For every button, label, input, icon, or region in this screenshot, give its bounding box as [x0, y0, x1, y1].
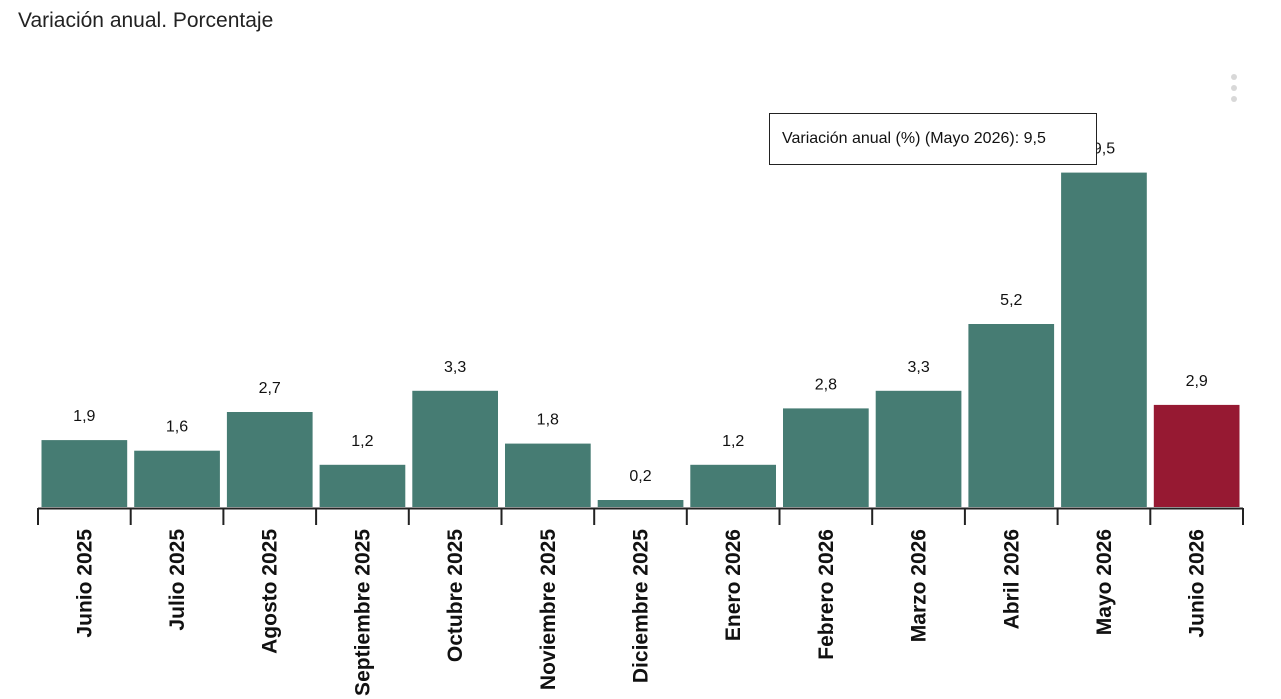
bar-febrero-2026[interactable]	[783, 408, 869, 507]
x-tick-label: Febrero 2026	[815, 529, 838, 660]
x-tick-labels-group: Junio 2025 Julio 2025 Agosto 2025 Septiembr…	[73, 529, 1208, 696]
x-tick-label: Noviembre 2025	[537, 529, 560, 690]
x-tick-label: Abril 2026	[1000, 529, 1023, 629]
bar-abril-2026[interactable]	[968, 324, 1055, 507]
value-label: 1,9	[73, 408, 95, 425]
bar-junio-2026[interactable]	[1153, 404, 1240, 507]
bar-junio-2025[interactable]	[41, 440, 128, 507]
value-label: 9,5	[1093, 141, 1115, 158]
value-label: 3,3	[907, 359, 929, 376]
x-tick-label: Enero 2026	[722, 529, 745, 641]
x-tick-label: Mayo 2026	[1093, 529, 1116, 635]
bar-enero-2026[interactable]	[690, 464, 776, 507]
value-labels-group: 1,9 1,6 2,7 1,2 3,3 1,8 0,2 1,2 2,8 3,3 5,2 9,5 2,9	[73, 141, 1208, 485]
bar-septiembre-2025[interactable]	[319, 464, 406, 507]
x-tick-label: Julio 2025	[166, 529, 189, 631]
bar-julio-2025[interactable]	[134, 450, 220, 507]
x-tick-label: Junio 2026	[1186, 529, 1209, 638]
value-label: 1,6	[166, 419, 188, 436]
kebab-menu-icon[interactable]	[1226, 72, 1242, 104]
x-axis	[37, 507, 1244, 525]
bars-group	[41, 172, 1240, 507]
value-label: 2,9	[1186, 373, 1208, 390]
bar-mayo-2026[interactable]	[1061, 172, 1147, 507]
bar-octubre-2025[interactable]	[412, 390, 498, 507]
value-label: 1,2	[722, 433, 744, 450]
value-label: 5,2	[1000, 292, 1022, 309]
value-label: 0,2	[629, 468, 651, 485]
bar-marzo-2026[interactable]	[875, 390, 962, 507]
x-tick-label: Diciembre 2025	[630, 529, 653, 683]
x-tick-label: Octubre 2025	[444, 529, 467, 662]
bar-diciembre-2025[interactable]	[597, 500, 684, 507]
value-label: 2,8	[815, 376, 837, 393]
bar-noviembre-2025[interactable]	[505, 443, 591, 507]
value-label: 2,7	[259, 380, 281, 397]
x-tick-label: Agosto 2025	[259, 529, 282, 654]
value-label: 3,3	[444, 359, 466, 376]
value-label: 1,2	[351, 433, 373, 450]
chart-subtitle: Variación anual. Porcentaje	[18, 9, 274, 32]
bar-agosto-2025[interactable]	[226, 412, 313, 507]
value-label: 1,8	[537, 412, 559, 429]
x-tick-label: Junio 2025	[73, 529, 96, 638]
x-tick-label: Septiembre 2025	[351, 529, 374, 696]
x-tick-label: Marzo 2026	[908, 529, 931, 642]
tooltip: Variación anual (%) (Mayo 2026): 9,5	[769, 113, 1097, 165]
